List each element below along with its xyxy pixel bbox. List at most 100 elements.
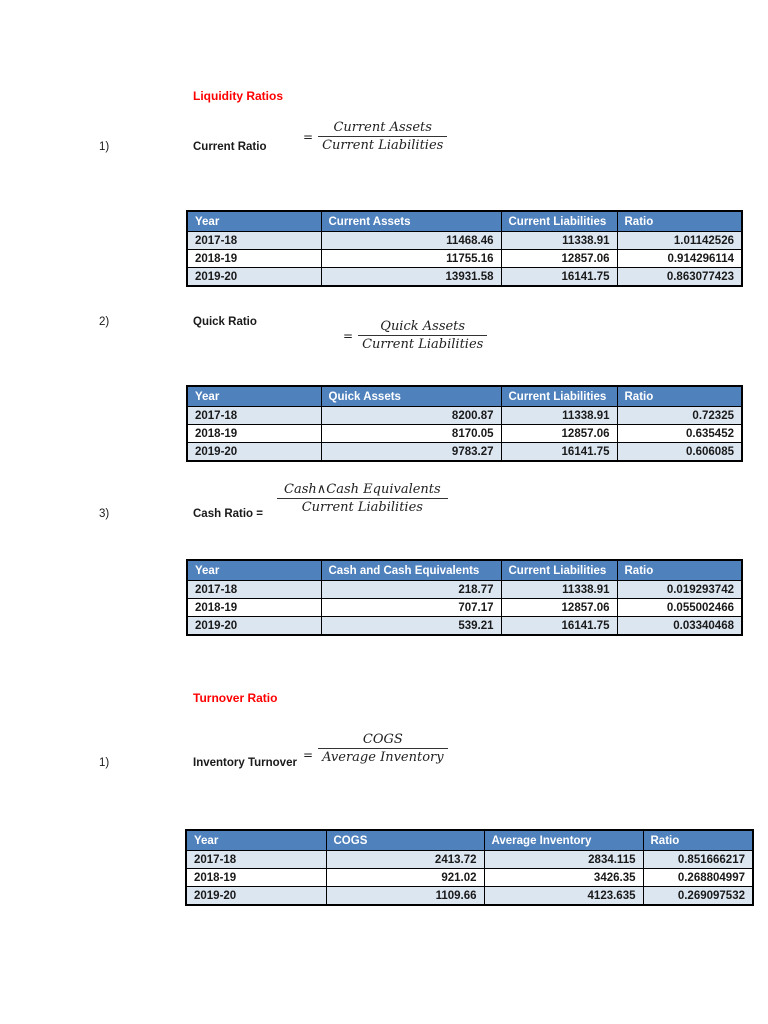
value-cell: 11338.91: [500, 231, 618, 250]
column-header: Current Assets: [320, 210, 502, 232]
column-header: Average Inventory: [483, 829, 644, 851]
table-row: 2018-19 921.02 3426.35 0.268804997: [185, 868, 754, 887]
table-header-row: Year Current Assets Current Liabilities Rat…: [186, 210, 743, 232]
column-header: Cash and Cash Equivalents: [320, 559, 502, 581]
quick-ratio-label: Quick Ratio: [193, 316, 257, 328]
quick-ratio-table: Year Quick Assets Current Liabilities Ratio…: [186, 385, 743, 462]
current-ratio-table: Year Current Assets Current Liabilities Rat…: [186, 210, 743, 287]
value-cell: 12857.06: [500, 598, 618, 617]
value-cell: 0.268804997: [642, 868, 754, 887]
value-cell: 0.914296114: [616, 249, 743, 268]
value-cell: 2834.115: [483, 850, 644, 869]
formula-numerator: Current Assets: [318, 120, 448, 137]
table-row: 2019-20 13931.58 16141.75 0.863077423: [186, 267, 743, 287]
current-ratio-label: Current Ratio: [193, 141, 267, 153]
value-cell: 1109.66: [325, 886, 485, 906]
value-cell: 707.17: [320, 598, 502, 617]
value-cell: 8170.05: [320, 424, 502, 443]
column-header: Current Liabilities: [500, 385, 618, 407]
value-cell: 11338.91: [500, 406, 618, 425]
value-cell: 4123.635: [483, 886, 644, 906]
value-cell: 921.02: [325, 868, 485, 887]
table-row: 2019-20 539.21 16141.75 0.03340468: [186, 616, 743, 636]
year-cell: 2019-20: [185, 886, 327, 906]
value-cell: 8200.87: [320, 406, 502, 425]
fraction: Quick Assets Current Liabilities: [358, 319, 488, 352]
turnover-ratio-heading: Turnover Ratio: [193, 691, 278, 705]
fraction: Cash∧Cash Equivalents Current Liabilitie…: [277, 482, 448, 515]
table-row: 2018-19 707.17 12857.06 0.055002466: [186, 598, 743, 617]
value-cell: 0.019293742: [616, 580, 743, 599]
column-header: Quick Assets: [320, 385, 502, 407]
formula-denominator: Current Liabilities: [362, 337, 484, 352]
table-row: 2018-19 11755.16 12857.06 0.914296114: [186, 249, 743, 268]
table-row: 2018-19 8170.05 12857.06 0.635452: [186, 424, 743, 443]
column-header: COGS: [325, 829, 485, 851]
column-header: Current Liabilities: [500, 559, 618, 581]
column-header: Ratio: [616, 559, 743, 581]
value-cell: 16141.75: [500, 442, 618, 462]
column-header: Current Liabilities: [500, 210, 618, 232]
column-header: Year: [186, 210, 322, 232]
table-header-row: Year Quick Assets Current Liabilities Ratio: [186, 385, 743, 407]
year-cell: 2018-19: [186, 249, 322, 268]
table-row: 2017-18 8200.87 11338.91 0.72325: [186, 406, 743, 425]
item-number: 1): [99, 141, 110, 153]
equals-sign: =: [343, 328, 354, 343]
formula-denominator: Current Liabilities: [301, 500, 423, 515]
value-cell: 2413.72: [325, 850, 485, 869]
year-cell: 2018-19: [185, 868, 327, 887]
value-cell: 1.01142526: [616, 231, 743, 250]
equals-sign: =: [303, 129, 314, 144]
inventory-turnover-label: Inventory Turnover: [193, 757, 297, 769]
cash-ratio-label: Cash Ratio =: [193, 508, 263, 520]
year-cell: 2017-18: [186, 580, 322, 599]
table-row: 2017-18 2413.72 2834.115 0.851666217: [185, 850, 754, 869]
value-cell: 0.851666217: [642, 850, 754, 869]
equals-sign: =: [303, 748, 314, 762]
year-cell: 2018-19: [186, 598, 322, 617]
value-cell: 0.606085: [616, 442, 743, 462]
column-header: Ratio: [616, 210, 743, 232]
formula-numerator: Quick Assets: [358, 319, 488, 336]
value-cell: 16141.75: [500, 267, 618, 287]
formula-numerator: Cash∧Cash Equivalents: [277, 482, 448, 499]
value-cell: 13931.58: [320, 267, 502, 287]
table-header-row: Year Cash and Cash Equivalents Current Lia…: [186, 559, 743, 581]
cash-ratio-formula: Cash∧Cash Equivalents Current Liabilitie…: [277, 482, 448, 515]
table-row: 2017-18 218.77 11338.91 0.019293742: [186, 580, 743, 599]
value-cell: 3426.35: [483, 868, 644, 887]
column-header: Ratio: [642, 829, 754, 851]
value-cell: 9783.27: [320, 442, 502, 462]
item-number: 2): [99, 316, 110, 328]
value-cell: 11338.91: [500, 580, 618, 599]
year-cell: 2019-20: [186, 616, 322, 636]
quick-ratio-formula: = Quick Assets Current Liabilities: [343, 319, 488, 352]
value-cell: 11468.46: [320, 231, 502, 250]
item-number: 1): [99, 757, 110, 769]
value-cell: 16141.75: [500, 616, 618, 636]
year-cell: 2018-19: [186, 424, 322, 443]
value-cell: 12857.06: [500, 249, 618, 268]
value-cell: 0.269097532: [642, 886, 754, 906]
value-cell: 0.635452: [616, 424, 743, 443]
formula-denominator: Average Inventory: [322, 750, 444, 765]
item-number: 3): [99, 508, 110, 520]
liquidity-ratios-heading: Liquidity Ratios: [193, 89, 283, 103]
year-cell: 2019-20: [186, 442, 322, 462]
table-row: 2019-20 1109.66 4123.635 0.269097532: [185, 886, 754, 906]
table-header-row: Year COGS Average Inventory Ratio: [185, 829, 754, 851]
table-row: 2017-18 11468.46 11338.91 1.01142526: [186, 231, 743, 250]
column-header: Ratio: [616, 385, 743, 407]
inventory-turnover-table: Year COGS Average Inventory Ratio 2017-18 241…: [185, 829, 754, 906]
cash-ratio-table: Year Cash and Cash Equivalents Current Lia…: [186, 559, 743, 636]
value-cell: 0.72325: [616, 406, 743, 425]
current-ratio-formula: = Current Assets Current Liabilities: [303, 120, 448, 153]
formula-numerator: COGS: [318, 732, 448, 749]
fraction: COGS Average Inventory: [318, 732, 448, 765]
table-row: 2019-20 9783.27 16141.75 0.606085: [186, 442, 743, 462]
value-cell: 12857.06: [500, 424, 618, 443]
year-cell: 2017-18: [185, 850, 327, 869]
value-cell: 0.863077423: [616, 267, 743, 287]
